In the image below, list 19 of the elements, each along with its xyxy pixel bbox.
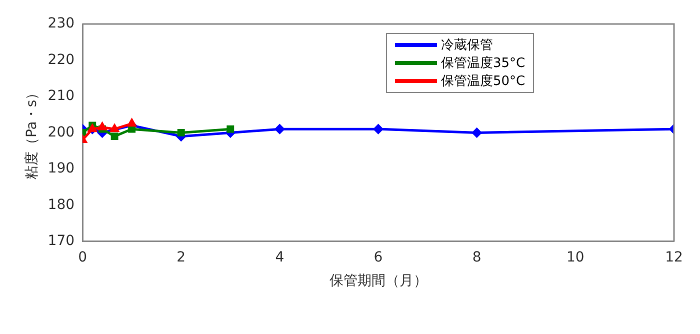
legend-label: 保管温度50°C	[441, 73, 526, 90]
y-tick-label: 170	[48, 233, 75, 250]
x-tick-label: 6	[374, 249, 383, 266]
legend-label: 保管温度35°C	[441, 55, 526, 72]
x-tick-label: 2	[176, 249, 186, 266]
x-tick-label: 10	[566, 249, 584, 266]
y-tick-label: 210	[48, 88, 75, 104]
y-tick-label: 230	[48, 16, 75, 32]
x-tick-label: 8	[472, 249, 482, 266]
x-axis-title: 保管期間（月）	[329, 273, 428, 290]
x-tick-label: 12	[665, 249, 683, 266]
y-tick-label: 180	[48, 196, 75, 213]
y-tick-label: 200	[48, 124, 75, 140]
x-tick-label: 4	[275, 249, 284, 266]
y-tick-label: 190	[48, 160, 75, 177]
legend-label: 冷蔵保管	[441, 37, 493, 54]
x-tick-label: 0	[78, 249, 87, 266]
y-tick-label: 220	[48, 52, 75, 68]
y-axis-title: 粘度（Pa・s）	[24, 86, 40, 180]
